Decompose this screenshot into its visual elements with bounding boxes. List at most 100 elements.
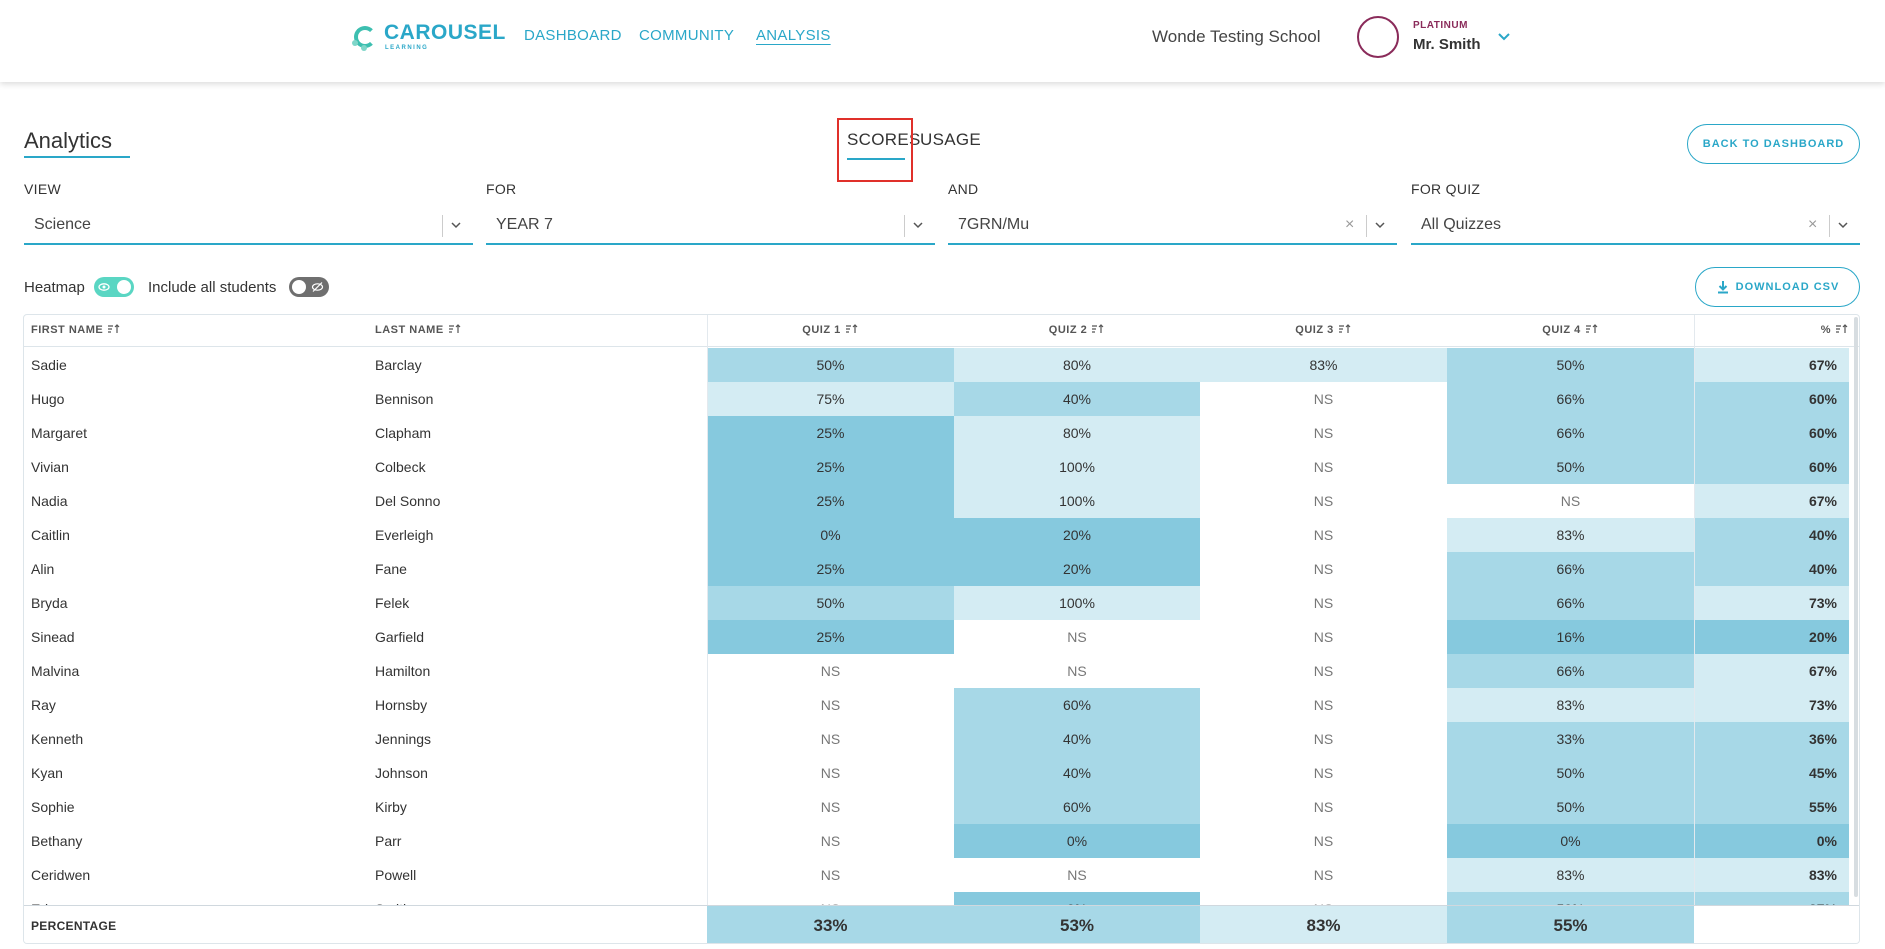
table-row: Caitlin Everleigh 0% 20% NS 83% 40% (24, 518, 1859, 552)
nav-analysis[interactable]: ANALYSIS (756, 27, 831, 44)
footer-percentage-label: PERCENTAGE (31, 919, 117, 933)
quiz-1-cell: 25% (707, 552, 954, 586)
page-title: Analytics (24, 128, 113, 153)
chevron-down-icon[interactable] (449, 218, 463, 232)
quiz-4-cell: 83% (1447, 858, 1694, 892)
percent-cell: 67% (1694, 654, 1849, 688)
tab-scores[interactable]: SCORES (847, 130, 921, 149)
sort-icon[interactable] (845, 324, 859, 334)
last-name-cell: Fane (375, 561, 407, 577)
quiz-4-cell: 66% (1447, 416, 1694, 450)
table-row: Sadie Barclay 50% 80% 83% 50% 67% (24, 348, 1859, 382)
quiz-2-cell: 20% (954, 518, 1200, 552)
table-scrollbar[interactable] (1854, 317, 1858, 897)
year-select[interactable]: YEAR 7 (486, 207, 935, 245)
column-header-quiz-3[interactable]: QUIZ 3 (1200, 324, 1447, 336)
chevron-down-icon[interactable] (1496, 28, 1512, 44)
include-all-students-toggle[interactable] (289, 277, 329, 297)
column-header-quiz-4[interactable]: QUIZ 4 (1447, 324, 1694, 336)
sort-icon[interactable] (107, 324, 121, 334)
first-name-cell: Sadie (31, 357, 67, 373)
chevron-down-icon[interactable] (1836, 218, 1850, 232)
nav-community[interactable]: COMMUNITY (639, 27, 735, 44)
subscription-tier-badge: PLATINUM (1413, 20, 1468, 31)
quiz-3-cell: NS (1200, 858, 1447, 892)
filter-label-and: AND (948, 181, 979, 197)
quiz-3-cell: NS (1200, 450, 1447, 484)
first-name-cell: Ray (31, 697, 56, 713)
first-name-cell: Alin (31, 561, 55, 577)
percent-cell: 73% (1694, 586, 1849, 620)
sort-icon[interactable] (1338, 324, 1352, 334)
download-csv-button[interactable]: DOWNLOAD CSV (1695, 267, 1860, 307)
quiz-select[interactable]: All Quizzes × (1411, 207, 1860, 245)
sort-icon[interactable] (448, 324, 462, 334)
first-name-cell: Nadia (31, 493, 68, 509)
view-select[interactable]: Science (24, 207, 473, 245)
user-name[interactable]: Mr. Smith (1413, 36, 1481, 53)
quiz-4-cell: 66% (1447, 552, 1694, 586)
percent-cell: 67% (1694, 484, 1849, 518)
quiz-4-cell: NS (1447, 484, 1694, 518)
last-name-cell: Johnson (375, 765, 428, 781)
table-row: Alin Fane 25% 20% NS 66% 40% (24, 552, 1859, 586)
carousel-logo[interactable]: CAROUSEL LEARNING (352, 22, 506, 51)
class-select[interactable]: 7GRN/Mu × (948, 207, 1397, 245)
quiz-1-cell: 25% (707, 620, 954, 654)
quiz-4-cell: 66% (1447, 586, 1694, 620)
percent-cell: 83% (1694, 858, 1849, 892)
percent-cell: 73% (1694, 688, 1849, 722)
quiz-2-cell: 40% (954, 382, 1200, 416)
table-row: Nadia Del Sonno 25% 100% NS NS 67% (24, 484, 1859, 518)
first-name-cell: Sinead (31, 629, 75, 645)
quiz-3-cell: 83% (1200, 348, 1447, 382)
column-header-quiz-2[interactable]: QUIZ 2 (954, 324, 1200, 336)
quiz-3-cell: NS (1200, 756, 1447, 790)
last-name-cell: Del Sonno (375, 493, 441, 509)
scores-table: FIRST NAME LAST NAME QUIZ 1 QUIZ 2 QUIZ … (23, 314, 1860, 944)
quiz-4-cell: 66% (1447, 382, 1694, 416)
avatar[interactable] (1357, 16, 1399, 58)
last-name-cell: Bennison (375, 391, 434, 407)
year-select-value: YEAR 7 (496, 216, 553, 233)
class-select-value: 7GRN/Mu (958, 216, 1030, 233)
download-icon (1717, 281, 1728, 294)
quiz-2-cell: 100% (954, 586, 1200, 620)
quiz-3-cell: NS (1200, 824, 1447, 858)
quiz-3-cell: NS (1200, 416, 1447, 450)
percent-cell: 60% (1694, 450, 1849, 484)
quiz-4-cell: 83% (1447, 688, 1694, 722)
quiz-1-cell: NS (707, 858, 954, 892)
quiz-2-cell: 100% (954, 450, 1200, 484)
tab-usage[interactable]: USAGE (920, 130, 982, 149)
nav-dashboard[interactable]: DASHBOARD (524, 27, 622, 44)
last-name-cell: Hornsby (375, 697, 428, 713)
sort-icon[interactable] (1835, 324, 1849, 334)
column-header-quiz-1[interactable]: QUIZ 1 (707, 324, 954, 336)
sort-icon[interactable] (1091, 324, 1105, 334)
chevron-down-icon[interactable] (911, 218, 925, 232)
quiz-3-cell: NS (1200, 620, 1447, 654)
last-name-cell: Garfield (375, 629, 425, 645)
column-header-last-name[interactable]: LAST NAME (375, 324, 462, 336)
percent-cell: 20% (1694, 620, 1849, 654)
quiz-1-cell: 50% (707, 348, 954, 382)
quiz-4-cell: 50% (1447, 790, 1694, 824)
chevron-down-icon[interactable] (1373, 218, 1387, 232)
last-name-cell: Parr (375, 833, 402, 849)
logo-title: CAROUSEL (384, 21, 506, 44)
clear-icon[interactable]: × (1345, 216, 1355, 233)
download-csv-label: DOWNLOAD CSV (1735, 281, 1840, 293)
column-header-first-name[interactable]: FIRST NAME (31, 324, 121, 336)
sort-icon[interactable] (1585, 324, 1599, 334)
quiz-2-cell: NS (954, 654, 1200, 688)
quiz-2-cell: NS (954, 858, 1200, 892)
heatmap-toggle[interactable] (94, 277, 134, 297)
quiz-1-cell: 75% (707, 382, 954, 416)
eye-icon (98, 283, 110, 291)
clear-icon[interactable]: × (1808, 216, 1818, 233)
filter-label-for: FOR (486, 181, 517, 197)
back-to-dashboard-button[interactable]: BACK TO DASHBOARD (1687, 124, 1860, 164)
column-header-percent[interactable]: % (1694, 324, 1849, 336)
footer-percentage-cell: 53% (954, 906, 1200, 943)
